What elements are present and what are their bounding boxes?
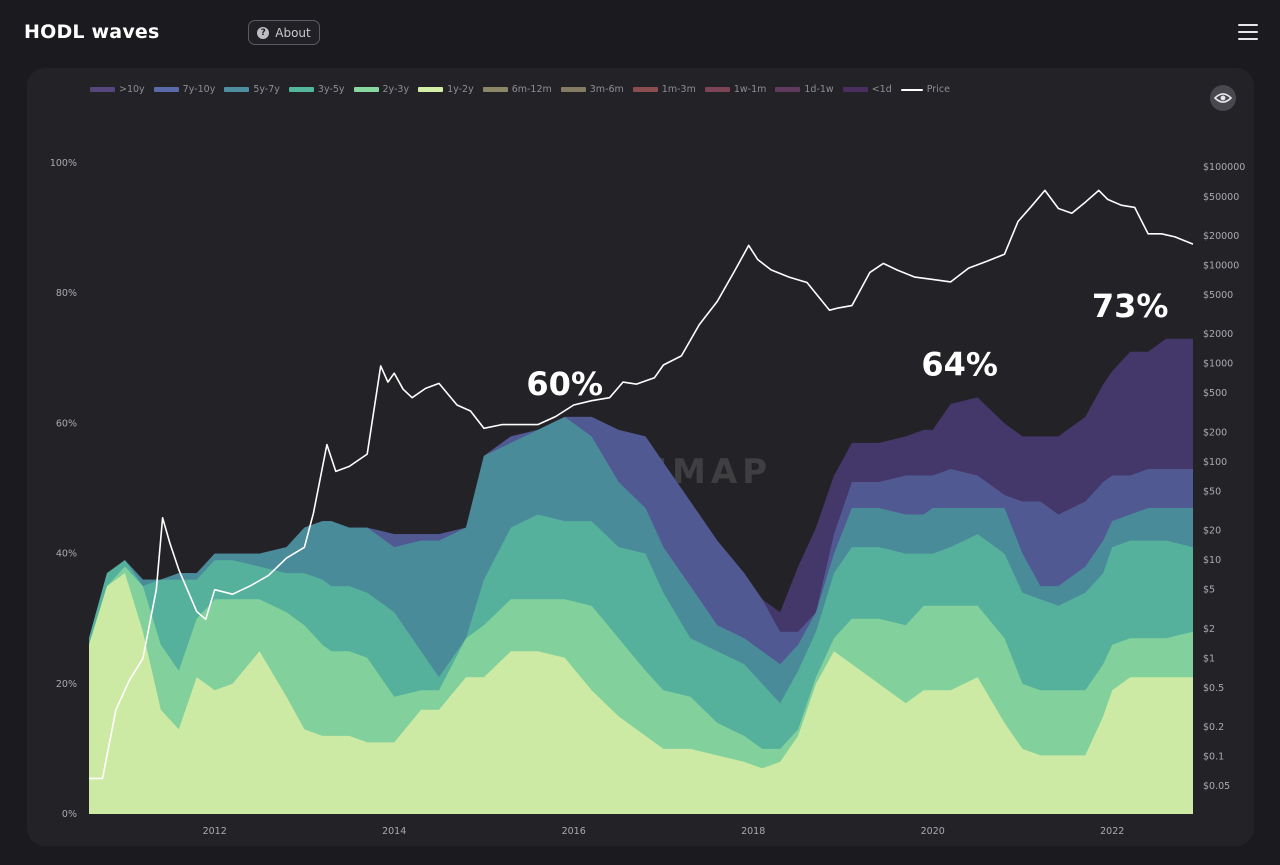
price-tick-label: $0.5 xyxy=(1203,683,1224,694)
y-tick-label: 20% xyxy=(56,679,77,690)
legend-swatch xyxy=(353,87,379,92)
legend-label: 7y-10y xyxy=(182,84,216,95)
x-tick-label: 2014 xyxy=(382,826,406,837)
y-tick-label: 100% xyxy=(50,158,77,169)
question-icon: ? xyxy=(257,26,270,39)
about-label: About xyxy=(275,25,311,40)
app-header: HODL waves ? About xyxy=(0,0,1280,66)
price-tick-label: $20 xyxy=(1203,526,1221,537)
x-tick-label: 2020 xyxy=(921,826,945,837)
legend-item[interactable]: 1m-3m xyxy=(632,84,696,95)
legend-label: Price xyxy=(926,84,950,95)
y-tick-label: 80% xyxy=(56,288,77,299)
legend-item[interactable]: >10y xyxy=(90,84,145,95)
hodl-waves-chart: 100% 80% 60% 40% 20% 0% 2012 2014 2016 2018 2020 20… xyxy=(50,158,1245,837)
price-tick-label: $0.1 xyxy=(1203,752,1224,763)
legend-swatch xyxy=(224,87,250,92)
legend-item[interactable]: 1w-1m xyxy=(704,84,767,95)
price-tick-label: $1000 xyxy=(1203,359,1233,370)
legend-label: 1m-3m xyxy=(661,84,696,95)
price-tick-label: $100 xyxy=(1203,457,1227,468)
price-tick-label: $20000 xyxy=(1203,231,1239,242)
annotation-label: 73% xyxy=(1092,287,1169,325)
price-tick-label: $50 xyxy=(1203,486,1221,497)
x-tick-label: 2016 xyxy=(562,826,586,837)
legend-swatch xyxy=(900,88,923,91)
legend-item[interactable]: 1d-1w xyxy=(775,84,834,95)
legend-label: 6m-12m xyxy=(511,84,552,95)
price-tick-label: $200 xyxy=(1203,427,1227,438)
legend-swatch xyxy=(90,87,115,92)
y-tick-label: 60% xyxy=(56,418,77,429)
price-tick-label: $10 xyxy=(1203,555,1221,566)
price-tick-label: $0.2 xyxy=(1203,722,1224,733)
price-tick-label: $2 xyxy=(1203,624,1215,635)
legend-item[interactable]: 7y-10y xyxy=(153,84,216,95)
price-tick-label: $500 xyxy=(1203,388,1227,399)
price-tick-label: $0.05 xyxy=(1203,781,1230,792)
legend-label: 1w-1m xyxy=(733,84,767,95)
annotation-label: 64% xyxy=(921,345,998,383)
legend-label: 2y-3y xyxy=(382,84,410,95)
chart-card: 100% 80% 60% 40% 20% 0% 2012 2014 2016 2018 2020 20… xyxy=(27,68,1254,846)
legend-item[interactable]: 2y-3y xyxy=(353,84,410,95)
legend-swatch xyxy=(775,87,801,92)
legend-label: 1y-2y xyxy=(447,84,474,95)
price-tick-label: $100000 xyxy=(1203,162,1245,173)
legend-item[interactable]: 3y-5y xyxy=(288,84,345,95)
legend-label: >10y xyxy=(119,84,145,95)
legend-item[interactable]: Price xyxy=(900,84,950,95)
x-tick-label: 2012 xyxy=(203,826,227,837)
about-button[interactable]: ? About xyxy=(248,20,320,45)
legend-swatch xyxy=(153,87,179,92)
legend-item[interactable]: 1y-2y xyxy=(418,84,474,95)
eye-icon[interactable] xyxy=(1210,85,1236,111)
legend-label: 3y-5y xyxy=(317,84,345,95)
legend-label: 5y-7y xyxy=(253,84,280,95)
price-tick-label: $50000 xyxy=(1203,192,1239,203)
legend-item[interactable]: <1d xyxy=(842,84,892,95)
y-tick-label: 40% xyxy=(56,549,77,560)
legend-swatch xyxy=(288,87,314,92)
legend-swatch xyxy=(482,87,508,92)
y-tick-label: 0% xyxy=(62,809,77,820)
legend-label: 1d-1w xyxy=(804,84,834,95)
legend-item[interactable]: 6m-12m xyxy=(482,84,552,95)
price-tick-label: $5 xyxy=(1203,585,1215,596)
legend-swatch xyxy=(418,87,444,92)
chart-legend: >10y 7y-10y 5y-7y 3y-5y 2y-3y 1y-2y 6m-12m 3m-6… xyxy=(90,84,959,95)
app-title: HODL waves xyxy=(24,21,160,43)
legend-item[interactable]: 5y-7y xyxy=(224,84,280,95)
price-line xyxy=(89,189,1194,780)
legend-label: 3m-6m xyxy=(589,84,624,95)
hamburger-menu-icon[interactable] xyxy=(1238,24,1258,40)
legend-label: <1d xyxy=(871,84,892,95)
annotation-label: 60% xyxy=(526,365,603,403)
price-tick-label: $2000 xyxy=(1203,329,1233,340)
legend-item[interactable]: 3m-6m xyxy=(560,84,624,95)
legend-swatch xyxy=(632,87,658,92)
legend-swatch xyxy=(560,87,586,92)
x-tick-label: 2018 xyxy=(741,826,765,837)
price-tick-label: $10000 xyxy=(1203,260,1239,271)
area-series-1y-2y xyxy=(89,573,1193,814)
price-tick-label: $1 xyxy=(1203,653,1215,664)
legend-swatch xyxy=(842,87,868,92)
price-tick-label: $5000 xyxy=(1203,290,1233,301)
legend-swatch xyxy=(704,87,730,92)
x-tick-label: 2022 xyxy=(1100,826,1124,837)
